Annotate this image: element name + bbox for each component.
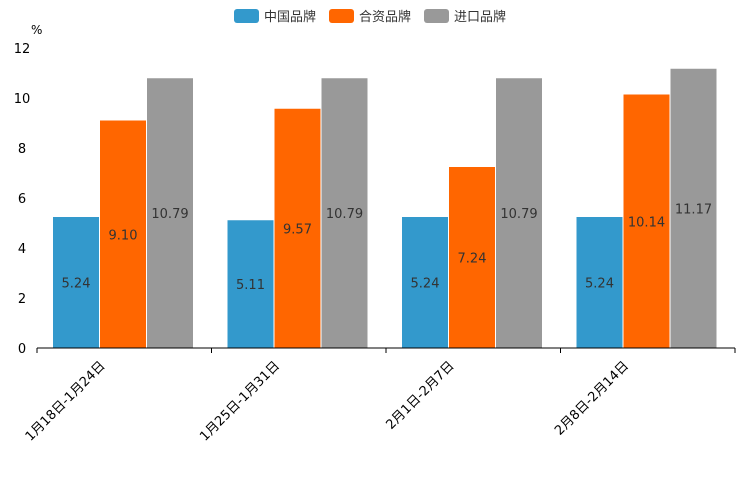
legend-label[interactable]: 中国品牌 xyxy=(264,9,316,25)
y-tick-label: 8 xyxy=(18,142,26,157)
data-label: 9.10 xyxy=(109,228,138,243)
data-label: 10.79 xyxy=(500,207,537,222)
y-tick-label: 4 xyxy=(18,242,26,257)
legend-label[interactable]: 进口品牌 xyxy=(454,9,506,25)
bar-2-4 xyxy=(623,94,670,348)
x-tick-label: 1月18日-1月24日 xyxy=(23,359,109,445)
x-tick-label: 1月25日-1月31日 xyxy=(197,359,283,445)
legend: 中国品牌 合资品牌 进口品牌 xyxy=(234,9,506,25)
data-label: 10.14 xyxy=(628,215,665,230)
bar-2-3 xyxy=(449,167,495,348)
bar-3-1 xyxy=(147,78,193,348)
bar-1-4 xyxy=(576,217,623,348)
y-tick-label: 2 xyxy=(18,292,26,307)
bar-1-3 xyxy=(402,217,448,348)
x-tick-label: 2月1日-2月7日 xyxy=(383,359,457,433)
legend-swatch[interactable] xyxy=(424,9,449,23)
legend-swatch[interactable] xyxy=(329,9,354,23)
data-label: 5.11 xyxy=(236,278,265,293)
y-tick-label: 6 xyxy=(18,192,26,207)
legend-label[interactable]: 合资品牌 xyxy=(359,9,411,25)
bar-1-2 xyxy=(227,220,274,348)
bar-2-2 xyxy=(274,108,321,348)
y-axis: 0 2 4 6 8 10 12 xyxy=(14,42,31,357)
x-tick-label: 2月8日-2月14日 xyxy=(552,359,632,439)
y-tick-label: 12 xyxy=(14,42,31,57)
data-label: 11.17 xyxy=(675,202,712,217)
bar-3-4 xyxy=(670,68,717,348)
y-tick-label: 0 xyxy=(18,342,26,357)
data-labels: 5.24 9.10 10.79 5.11 9.57 10.79 5.24 7.24 10.79 5… xyxy=(62,202,713,293)
bars xyxy=(53,68,717,348)
y-tick-label: 10 xyxy=(14,92,31,107)
bar-3-2 xyxy=(321,78,368,348)
y-axis-unit: % xyxy=(31,23,42,37)
data-label: 5.24 xyxy=(411,277,440,292)
data-label: 5.24 xyxy=(62,277,91,292)
data-label: 10.79 xyxy=(326,207,363,222)
data-label: 9.57 xyxy=(283,222,312,237)
data-label: 10.79 xyxy=(151,207,188,222)
bar-3-3 xyxy=(496,78,542,348)
data-label: 7.24 xyxy=(458,252,487,267)
bar-1-1 xyxy=(53,217,99,348)
bar-2-1 xyxy=(100,120,146,348)
data-label: 5.24 xyxy=(585,277,614,292)
x-axis: 1月18日-1月24日 1月25日-1月31日 2月1日-2月7日 2月8日-2月14… xyxy=(23,347,736,445)
legend-swatch[interactable] xyxy=(234,9,259,23)
